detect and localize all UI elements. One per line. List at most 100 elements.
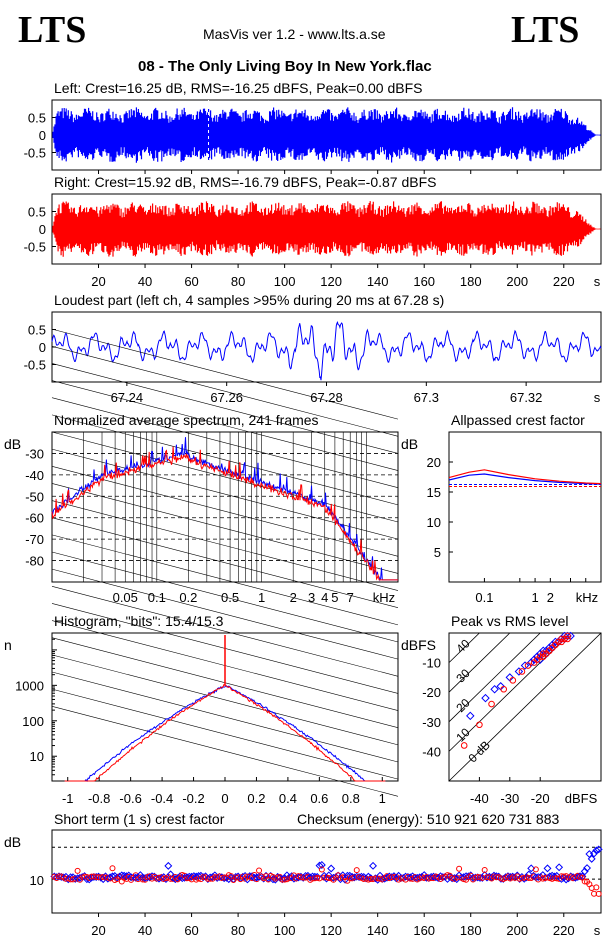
allpassed-crest-xtick-label: 1 (531, 590, 538, 605)
short-term-crest-point-blue (580, 867, 589, 876)
peak-vs-rms-point-blue (496, 682, 505, 691)
avg-spectrum-slope (51, 551, 399, 643)
allpassed-crest-ytick-label: 15 (427, 485, 441, 500)
histogram-xtick-label: -1 (62, 791, 74, 806)
avg-spectrum-slope (51, 671, 399, 763)
short-term-crest-point-blue (559, 873, 568, 882)
short-term-crest-point-blue (134, 873, 143, 882)
left-waveform-title: Left: Crest=16.25 dB, RMS=-16.25 dBFS, P… (54, 80, 423, 96)
short-term-crest-point-red (532, 866, 539, 873)
peak-vs-rms-point-blue (490, 684, 499, 694)
right-waveform-xtick-label: 120 (320, 274, 342, 289)
short-term-crest-point-blue (583, 864, 592, 873)
histogram-series-blue (64, 684, 386, 783)
short-term-crest-point-red (581, 878, 588, 885)
peak-vs-rms-point-blue (514, 667, 524, 676)
avg-spectrum-slope (51, 431, 399, 523)
right-waveform-xtick-label: 180 (460, 274, 482, 289)
peak-vs-rms-point-red (488, 700, 495, 708)
avg-spectrum-slope (51, 345, 399, 437)
peak-vs-rms-diagonal (448, 632, 602, 782)
histogram-ylabel: n (4, 637, 12, 653)
peak-vs-rms-ylabel: dBFS (401, 637, 436, 653)
short-term-crest-point-blue (243, 875, 252, 884)
peak-vs-rms-point-red (460, 742, 468, 749)
short-term-crest-point-red (595, 890, 602, 897)
short-term-crest-ytick-label: 10 (30, 873, 44, 888)
left-waveform-ytick-label: 0.5 (28, 111, 46, 126)
histogram-xtick-label: -0.2 (182, 791, 204, 806)
peak-vs-rms-point-red (509, 677, 517, 684)
avg-spectrum-xtick-label: 0.5 (221, 590, 239, 605)
track-title: 08 - The Only Living Boy In New York.fla… (138, 58, 432, 75)
loudest-part-xtick-label: 67.28 (310, 390, 343, 405)
short-term-crest-point-blue (590, 849, 598, 858)
peak-vs-rms-point-red (552, 641, 559, 649)
avg-spectrum-xtick-label: 0.05 (113, 590, 138, 605)
short-term-crest-xtick-label: 220 (553, 923, 575, 938)
short-term-crest-point-blue (317, 861, 326, 869)
short-term-crest-xtick-label: 200 (506, 923, 528, 938)
logo-left: LTS (18, 9, 87, 51)
avg-spectrum-xtick-label: 4 (321, 590, 328, 605)
peak-vs-rms-point-blue (466, 711, 475, 721)
allpassed-crest-series-blue (448, 473, 602, 485)
short-term-crest-ylabel: dB (4, 834, 21, 850)
histogram-title: Histogram, "bits": 15.4/15.3 (54, 613, 224, 629)
peak-vs-rms-ytick-label: -10 (422, 656, 441, 671)
avg-spectrum-slope (51, 500, 399, 591)
short-term-crest-title: Short term (1 s) crest factor (54, 811, 225, 827)
short-term-crest-point-red (481, 866, 488, 873)
allpassed-crest-ytick-label: 20 (427, 455, 441, 470)
right-waveform-xtick-label: 60 (184, 274, 198, 289)
avg-spectrum-slope (51, 517, 399, 609)
peak-vs-rms-point-red (564, 632, 571, 640)
short-term-crest-xtick-label: 60 (184, 923, 198, 938)
peak-vs-rms-point-blue (505, 673, 515, 682)
avg-spectrum-xtick-label: 3 (308, 590, 315, 605)
avg-spectrum-xtick-label: 1 (258, 590, 265, 605)
histogram-series-red (64, 683, 386, 782)
allpassed-crest-frame (448, 431, 602, 583)
short-term-crest-point-red (593, 884, 600, 891)
peak-vs-rms-point-blue (529, 655, 539, 664)
avg-spectrum-ytick-label: -60 (25, 511, 44, 526)
short-term-crest-point-red (318, 866, 325, 873)
avg-spectrum-slope (51, 534, 399, 626)
peak-vs-rms-point-blue (526, 658, 536, 667)
avg-spectrum-slope (51, 328, 399, 420)
peak-vs-rms-ytick-label: -30 (422, 715, 441, 730)
allpassed-crest-ytick-label: 5 (434, 545, 441, 560)
short-term-crest-point-red (253, 876, 260, 883)
avg-spectrum-ytick-label: -80 (25, 554, 44, 569)
avg-spectrum-series-blue (51, 437, 398, 582)
short-term-crest-point-blue (369, 861, 377, 870)
histogram-ytick-label: 1000 (15, 678, 44, 693)
allpassed-crest-xtick-label: 0.1 (475, 590, 493, 605)
short-term-crest-point-blue (327, 864, 336, 873)
short-term-crest-point-red (274, 874, 281, 881)
loudest-part-title: Loudest part (left ch, 4 samples >95% du… (54, 292, 445, 308)
right-waveform-ytick-label: -0.5 (24, 240, 46, 255)
peak-vs-rms-point-red (546, 647, 553, 655)
peak-vs-rms-diagonal-label: 40 (453, 636, 473, 656)
avg-spectrum-slope (51, 568, 399, 660)
peak-vs-rms-diagonal (448, 632, 541, 723)
short-term-crest-point-blue (543, 864, 552, 873)
peak-vs-rms-ytick-label: -20 (422, 685, 441, 700)
short-term-crest-point-blue (164, 861, 173, 870)
right-waveform-signal (52, 201, 601, 257)
short-term-crest-xtick-label: 160 (413, 923, 435, 938)
right-waveform-xunit: s (594, 274, 601, 289)
short-term-crest-point-blue (587, 854, 596, 863)
short-term-crest-point-blue (313, 872, 322, 881)
allpassed-crest-xunit: kHz (576, 590, 598, 605)
histogram-xtick-label: 0.8 (342, 791, 360, 806)
peak-vs-rms-diagonal (448, 632, 571, 752)
loudest-part-ytick-label: -0.5 (24, 358, 46, 373)
avg-spectrum-slope (51, 688, 399, 780)
loudest-part-xtick-label: 67.26 (210, 390, 243, 405)
short-term-crest-point-red (74, 867, 81, 874)
loudest-part-xtick-label: 67.24 (111, 390, 144, 405)
